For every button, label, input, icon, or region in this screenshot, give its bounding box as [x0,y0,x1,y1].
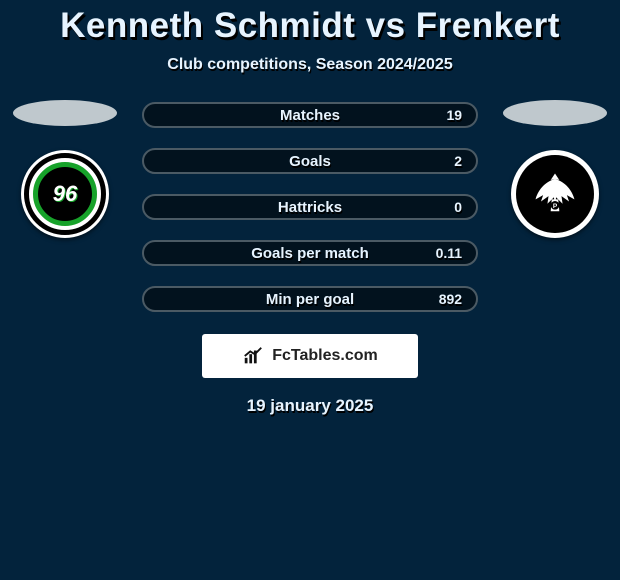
stat-label: Hattricks [144,199,476,216]
stat-label: Goals per match [144,245,476,262]
stat-right-value: 2 [454,153,462,169]
eagle-icon: P [528,167,582,221]
comparison-card: Kenneth Schmidt vs Frenkert Club competi… [0,0,620,416]
chart-icon [242,345,264,367]
stat-bar: Hattricks 0 [142,194,478,220]
player-a-placeholder [13,100,117,126]
attribution-text: FcTables.com [272,347,378,365]
stat-right-value: 0 [454,199,462,215]
page-title: Kenneth Schmidt vs Frenkert [0,6,620,46]
stat-label: Min per goal [144,291,476,308]
stat-bar: Matches 19 [142,102,478,128]
club-a-badge: 96 [21,150,109,238]
date-label: 19 january 2025 [0,396,620,416]
club-b-column: P [496,100,614,238]
subtitle: Club competitions, Season 2024/2025 [0,56,620,74]
stat-right-value: 892 [439,291,462,307]
stat-label: Matches [144,107,476,124]
stat-label: Goals [144,153,476,170]
club-b-inner: P [516,155,594,233]
stat-right-value: 0.11 [436,245,462,261]
club-b-badge: P [511,150,599,238]
club-a-column: 96 [6,100,124,238]
player-b-placeholder [503,100,607,126]
attribution-badge[interactable]: FcTables.com [202,334,418,378]
stats-bars: Matches 19 Goals 2 Hattricks 0 Goals per… [142,100,478,312]
stat-right-value: 19 [446,107,462,123]
club-b-letter: P [553,203,558,210]
club-a-number: 96 [53,181,77,207]
stat-bar: Goals per match 0.11 [142,240,478,266]
stat-bar: Min per goal 892 [142,286,478,312]
stat-bar: Goals 2 [142,148,478,174]
comparison-row: 96 Matches 19 Goals 2 Hattricks 0 Goals … [0,100,620,312]
